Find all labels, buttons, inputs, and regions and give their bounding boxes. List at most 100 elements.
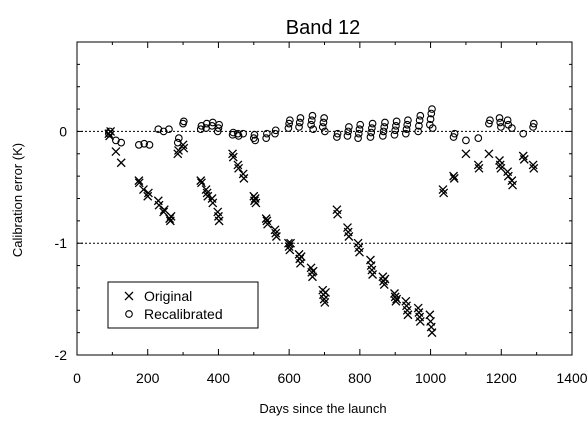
x-tick-label: 1400 xyxy=(556,370,587,386)
original-point xyxy=(439,188,449,198)
x-tick-label: 1000 xyxy=(415,370,446,386)
recalibrated-point xyxy=(284,124,293,132)
recalibrated-point xyxy=(414,127,423,136)
recalibrated-point xyxy=(402,125,411,134)
recalibrated-point xyxy=(345,123,353,131)
recalibrated-point xyxy=(174,134,183,142)
recalibrated-point xyxy=(529,119,538,128)
recalibrated-point xyxy=(485,119,493,128)
original-point xyxy=(262,216,272,226)
recalibrated-point xyxy=(320,114,328,122)
original-point xyxy=(143,191,153,201)
recalibrated-point xyxy=(391,126,400,135)
original-point xyxy=(261,214,271,224)
original-point xyxy=(134,178,144,188)
recalibrated-point xyxy=(368,124,376,132)
original-point xyxy=(179,143,189,153)
legend-label: Recalibrated xyxy=(144,306,223,322)
recalibrated-point xyxy=(319,118,328,127)
recalibrated-point xyxy=(354,129,363,138)
x-tick-label: 600 xyxy=(277,370,301,386)
recalibrated-point xyxy=(296,114,305,122)
recalibrated-point xyxy=(378,132,387,140)
recalibrated-point xyxy=(229,128,238,137)
original-point xyxy=(196,176,206,186)
recalibrated-point xyxy=(368,119,377,128)
original-point xyxy=(392,294,402,304)
original-point xyxy=(380,274,390,284)
recalibrated-point xyxy=(354,134,362,142)
original-point xyxy=(403,310,413,320)
original-point xyxy=(174,145,183,155)
recalibrated-point xyxy=(403,120,412,129)
recalibrated-point xyxy=(379,127,388,136)
x-tick-label: 200 xyxy=(136,370,160,386)
original-point xyxy=(308,266,318,276)
original-point xyxy=(333,209,343,219)
recalibrated-point xyxy=(271,129,279,138)
y-axis-label: Calibration error (K) xyxy=(10,143,25,257)
recalibrated-point xyxy=(404,116,412,125)
original-point xyxy=(344,232,354,241)
recalibrated-point xyxy=(271,126,280,135)
original-point xyxy=(143,188,153,198)
recalibrated-point xyxy=(321,127,329,136)
recalibrated-point xyxy=(285,119,293,128)
original-point xyxy=(283,238,293,248)
recalibrated-point xyxy=(239,129,248,138)
original-point xyxy=(166,211,176,221)
recalibrated-point xyxy=(381,118,389,127)
x-tick-label: 800 xyxy=(348,370,372,386)
original-point xyxy=(251,198,261,208)
original-point xyxy=(271,228,281,238)
original-point xyxy=(111,147,121,157)
recalibrated-point xyxy=(250,130,259,139)
recalibrated-point xyxy=(392,121,400,130)
y-tick-label: -1 xyxy=(55,235,68,251)
recalibrated-point xyxy=(318,123,327,131)
recalibrated-point xyxy=(262,134,271,142)
original-point xyxy=(296,252,306,262)
recalibrated-point xyxy=(495,114,504,122)
original-point xyxy=(390,289,399,298)
original-point xyxy=(139,185,148,195)
recalibrated-point xyxy=(428,124,437,132)
recalibrated-point xyxy=(503,116,512,125)
recalibrated-point xyxy=(234,132,243,140)
recalibrated-point xyxy=(307,116,316,125)
x-tick-label: 0 xyxy=(73,370,81,386)
original-point xyxy=(368,270,378,279)
legend-x-marker xyxy=(124,291,134,301)
original-point xyxy=(228,152,238,162)
recalibrated-point xyxy=(496,118,505,127)
recalibrated-point xyxy=(449,133,458,141)
recalibrated-point xyxy=(428,105,436,113)
original-point xyxy=(519,154,529,164)
original-point xyxy=(449,171,459,181)
recalibrated-point xyxy=(251,136,260,145)
original-point xyxy=(134,176,144,186)
recalibrated-point xyxy=(215,120,223,129)
original-point xyxy=(271,232,281,241)
original-point xyxy=(263,219,273,229)
recalibrated-point xyxy=(401,129,410,138)
original-point xyxy=(508,180,518,190)
recalibrated-point xyxy=(145,140,154,149)
recalibrated-point xyxy=(426,115,435,123)
original-point xyxy=(239,173,249,183)
original-point xyxy=(208,198,218,208)
original-point xyxy=(528,160,538,170)
recalibrated-point xyxy=(214,124,223,132)
recalibrated-point xyxy=(117,138,126,147)
legend-label: Original xyxy=(144,288,192,304)
recalibrated-point xyxy=(427,109,436,118)
original-point xyxy=(214,216,224,226)
legend-circle-marker xyxy=(125,310,133,318)
recalibrated-point xyxy=(416,111,425,120)
original-point xyxy=(503,171,513,181)
original-point xyxy=(427,328,437,338)
recalibrated-point xyxy=(392,117,401,126)
recalibrated-point xyxy=(106,127,114,136)
original-point xyxy=(391,296,401,306)
recalibrated-point xyxy=(295,123,303,131)
